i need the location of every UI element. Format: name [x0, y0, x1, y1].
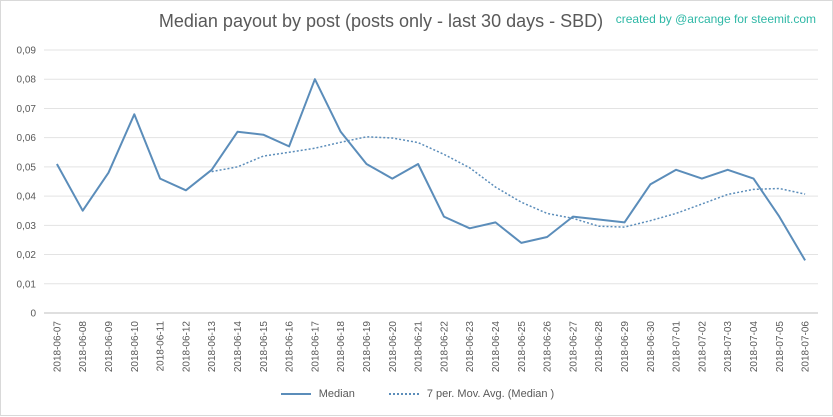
x-axis-ticks: 2018-06-07 2018-06-08 2018-06-09 2018-06-10… — [52, 321, 811, 373]
y-tick-label: 0,05 — [17, 162, 37, 173]
x-tick-label: 2018-06-07 — [52, 321, 63, 373]
x-tick-label: 2018-06-16 — [285, 321, 296, 373]
legend-solid-line-icon — [280, 393, 311, 395]
y-tick-label: 0 — [30, 309, 36, 320]
x-tick-label: 2018-06-13 — [207, 321, 218, 373]
legend: Median 7 per. Mov. Avg. (Median ) — [1, 388, 833, 400]
y-axis-ticks: 0 0,01 0,02 0,03 0,04 0,05 0,06 0,07 0,08 0,09 — [17, 46, 37, 320]
x-tick-label: 2018-07-02 — [697, 321, 708, 373]
x-tick-label: 2018-06-17 — [310, 321, 321, 373]
legend-item-median: Median — [280, 388, 355, 400]
x-tick-label: 2018-06-27 — [568, 321, 579, 373]
x-tick-label: 2018-06-24 — [491, 321, 502, 373]
y-tick-label: 0,03 — [17, 221, 37, 232]
chart-title: Median payout by post (posts only - last… — [158, 11, 604, 31]
x-tick-label: 2018-06-14 — [233, 321, 244, 373]
legend-item-moving-average: 7 per. Mov. Avg. (Median ) — [388, 388, 555, 400]
x-tick-label: 2018-06-09 — [104, 321, 115, 373]
x-tick-label: 2018-06-28 — [594, 321, 605, 373]
legend-dotted-line-icon — [388, 393, 419, 395]
x-tick-label: 2018-07-05 — [775, 321, 786, 373]
x-tick-label: 2018-06-11 — [156, 321, 167, 372]
x-tick-label: 2018-06-22 — [439, 321, 450, 373]
x-tick-label: 2018-06-15 — [259, 321, 270, 373]
x-tick-label: 2018-06-21 — [414, 321, 425, 373]
y-tick-label: 0,07 — [17, 104, 37, 115]
legend-label-moving-average: 7 per. Mov. Avg. (Median ) — [426, 388, 555, 400]
series-lines — [56, 78, 806, 261]
y-tick-label: 0,06 — [17, 133, 37, 144]
y-tick-label: 0,08 — [17, 75, 37, 86]
x-tick-label: 2018-07-04 — [749, 321, 760, 373]
x-tick-label: 2018-06-18 — [336, 321, 347, 373]
y-tick-label: 0,04 — [17, 192, 37, 203]
y-tick-label: 0,09 — [17, 46, 37, 57]
x-tick-label: 2018-06-10 — [130, 321, 141, 373]
gridlines — [44, 49, 818, 314]
x-tick-label: 2018-06-23 — [465, 321, 476, 373]
x-tick-label: 2018-07-03 — [723, 321, 734, 373]
y-tick-label: 0,02 — [17, 250, 37, 261]
x-tick-label: 2018-07-06 — [801, 321, 812, 373]
x-tick-label: 2018-06-12 — [181, 321, 192, 373]
x-tick-label: 2018-06-29 — [620, 321, 631, 373]
x-tick-label: 2018-06-25 — [517, 321, 528, 373]
x-tick-label: 2018-06-30 — [646, 321, 657, 373]
y-tick-label: 0,01 — [17, 279, 37, 290]
x-tick-label: 2018-07-01 — [672, 321, 683, 373]
legend-label-median: Median — [318, 388, 355, 400]
x-tick-label: 2018-06-20 — [388, 321, 399, 373]
x-tick-label: 2018-06-19 — [362, 321, 373, 373]
credit-text: created by @arcange for steemit.com — [615, 12, 816, 26]
series-line-moving-average — [211, 136, 806, 228]
series-line-median — [56, 78, 806, 261]
x-tick-label: 2018-06-26 — [543, 321, 554, 373]
x-tick-label: 2018-06-08 — [78, 321, 89, 373]
